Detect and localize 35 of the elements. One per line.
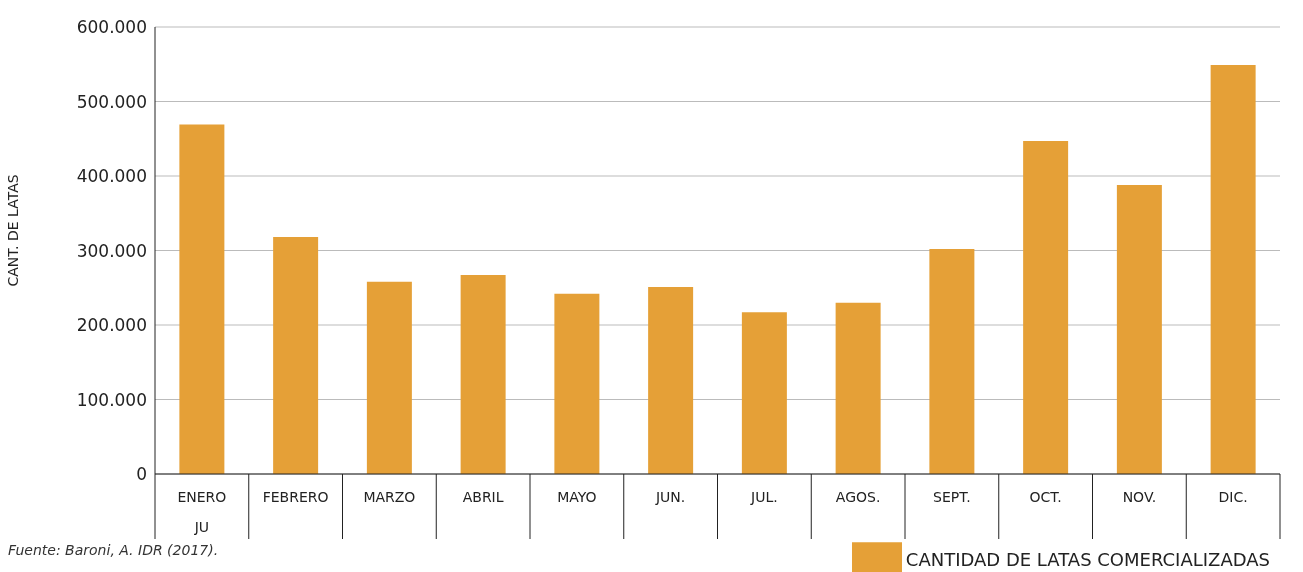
bar bbox=[929, 249, 975, 474]
x-tick-label: ABRIL bbox=[462, 489, 504, 505]
x-tick-label: AGOS. bbox=[835, 489, 881, 505]
y-tick-label: 400.000 bbox=[76, 166, 147, 187]
x-tick-label: MARZO bbox=[363, 489, 416, 505]
x-tick-label: ENERO bbox=[177, 489, 227, 505]
y-axis-title: CANT. DE LATAS bbox=[4, 174, 21, 287]
y-tick-label: 100.000 bbox=[76, 389, 147, 410]
bar bbox=[273, 237, 319, 474]
y-tick-label: 200.000 bbox=[76, 315, 147, 336]
bar bbox=[1116, 184, 1162, 474]
bar bbox=[1210, 65, 1256, 474]
x-tick-label: MAYO bbox=[557, 489, 597, 505]
legend-label: CANTIDAD DE LATAS COMERCIALIZADAS bbox=[905, 549, 1270, 570]
bar bbox=[1023, 140, 1069, 474]
x-tick-label: OCT. bbox=[1029, 489, 1062, 505]
bar bbox=[179, 124, 225, 474]
bar bbox=[835, 302, 881, 474]
bar bbox=[366, 281, 412, 474]
x-tick-label: NOV. bbox=[1122, 489, 1157, 505]
x-tick-label: JUL. bbox=[750, 489, 778, 505]
y-tick-label: 500.000 bbox=[76, 91, 147, 112]
bar bbox=[554, 293, 600, 474]
bar bbox=[648, 287, 694, 474]
y-tick-label: 300.000 bbox=[76, 240, 147, 261]
source-note: Fuente: Baroni, A. IDR (2017). bbox=[8, 542, 219, 558]
y-tick-label: 600.000 bbox=[76, 17, 147, 38]
x-tick-label: JUN. bbox=[654, 489, 686, 505]
y-tick-label: 0 bbox=[136, 464, 147, 485]
bar bbox=[741, 312, 787, 474]
text: JU bbox=[193, 519, 210, 535]
x-tick-label: SEPT. bbox=[933, 489, 971, 505]
x-tick-label: DIC. bbox=[1218, 489, 1248, 505]
bar bbox=[460, 275, 506, 474]
x-tick-label: FEBRERO bbox=[262, 489, 329, 505]
